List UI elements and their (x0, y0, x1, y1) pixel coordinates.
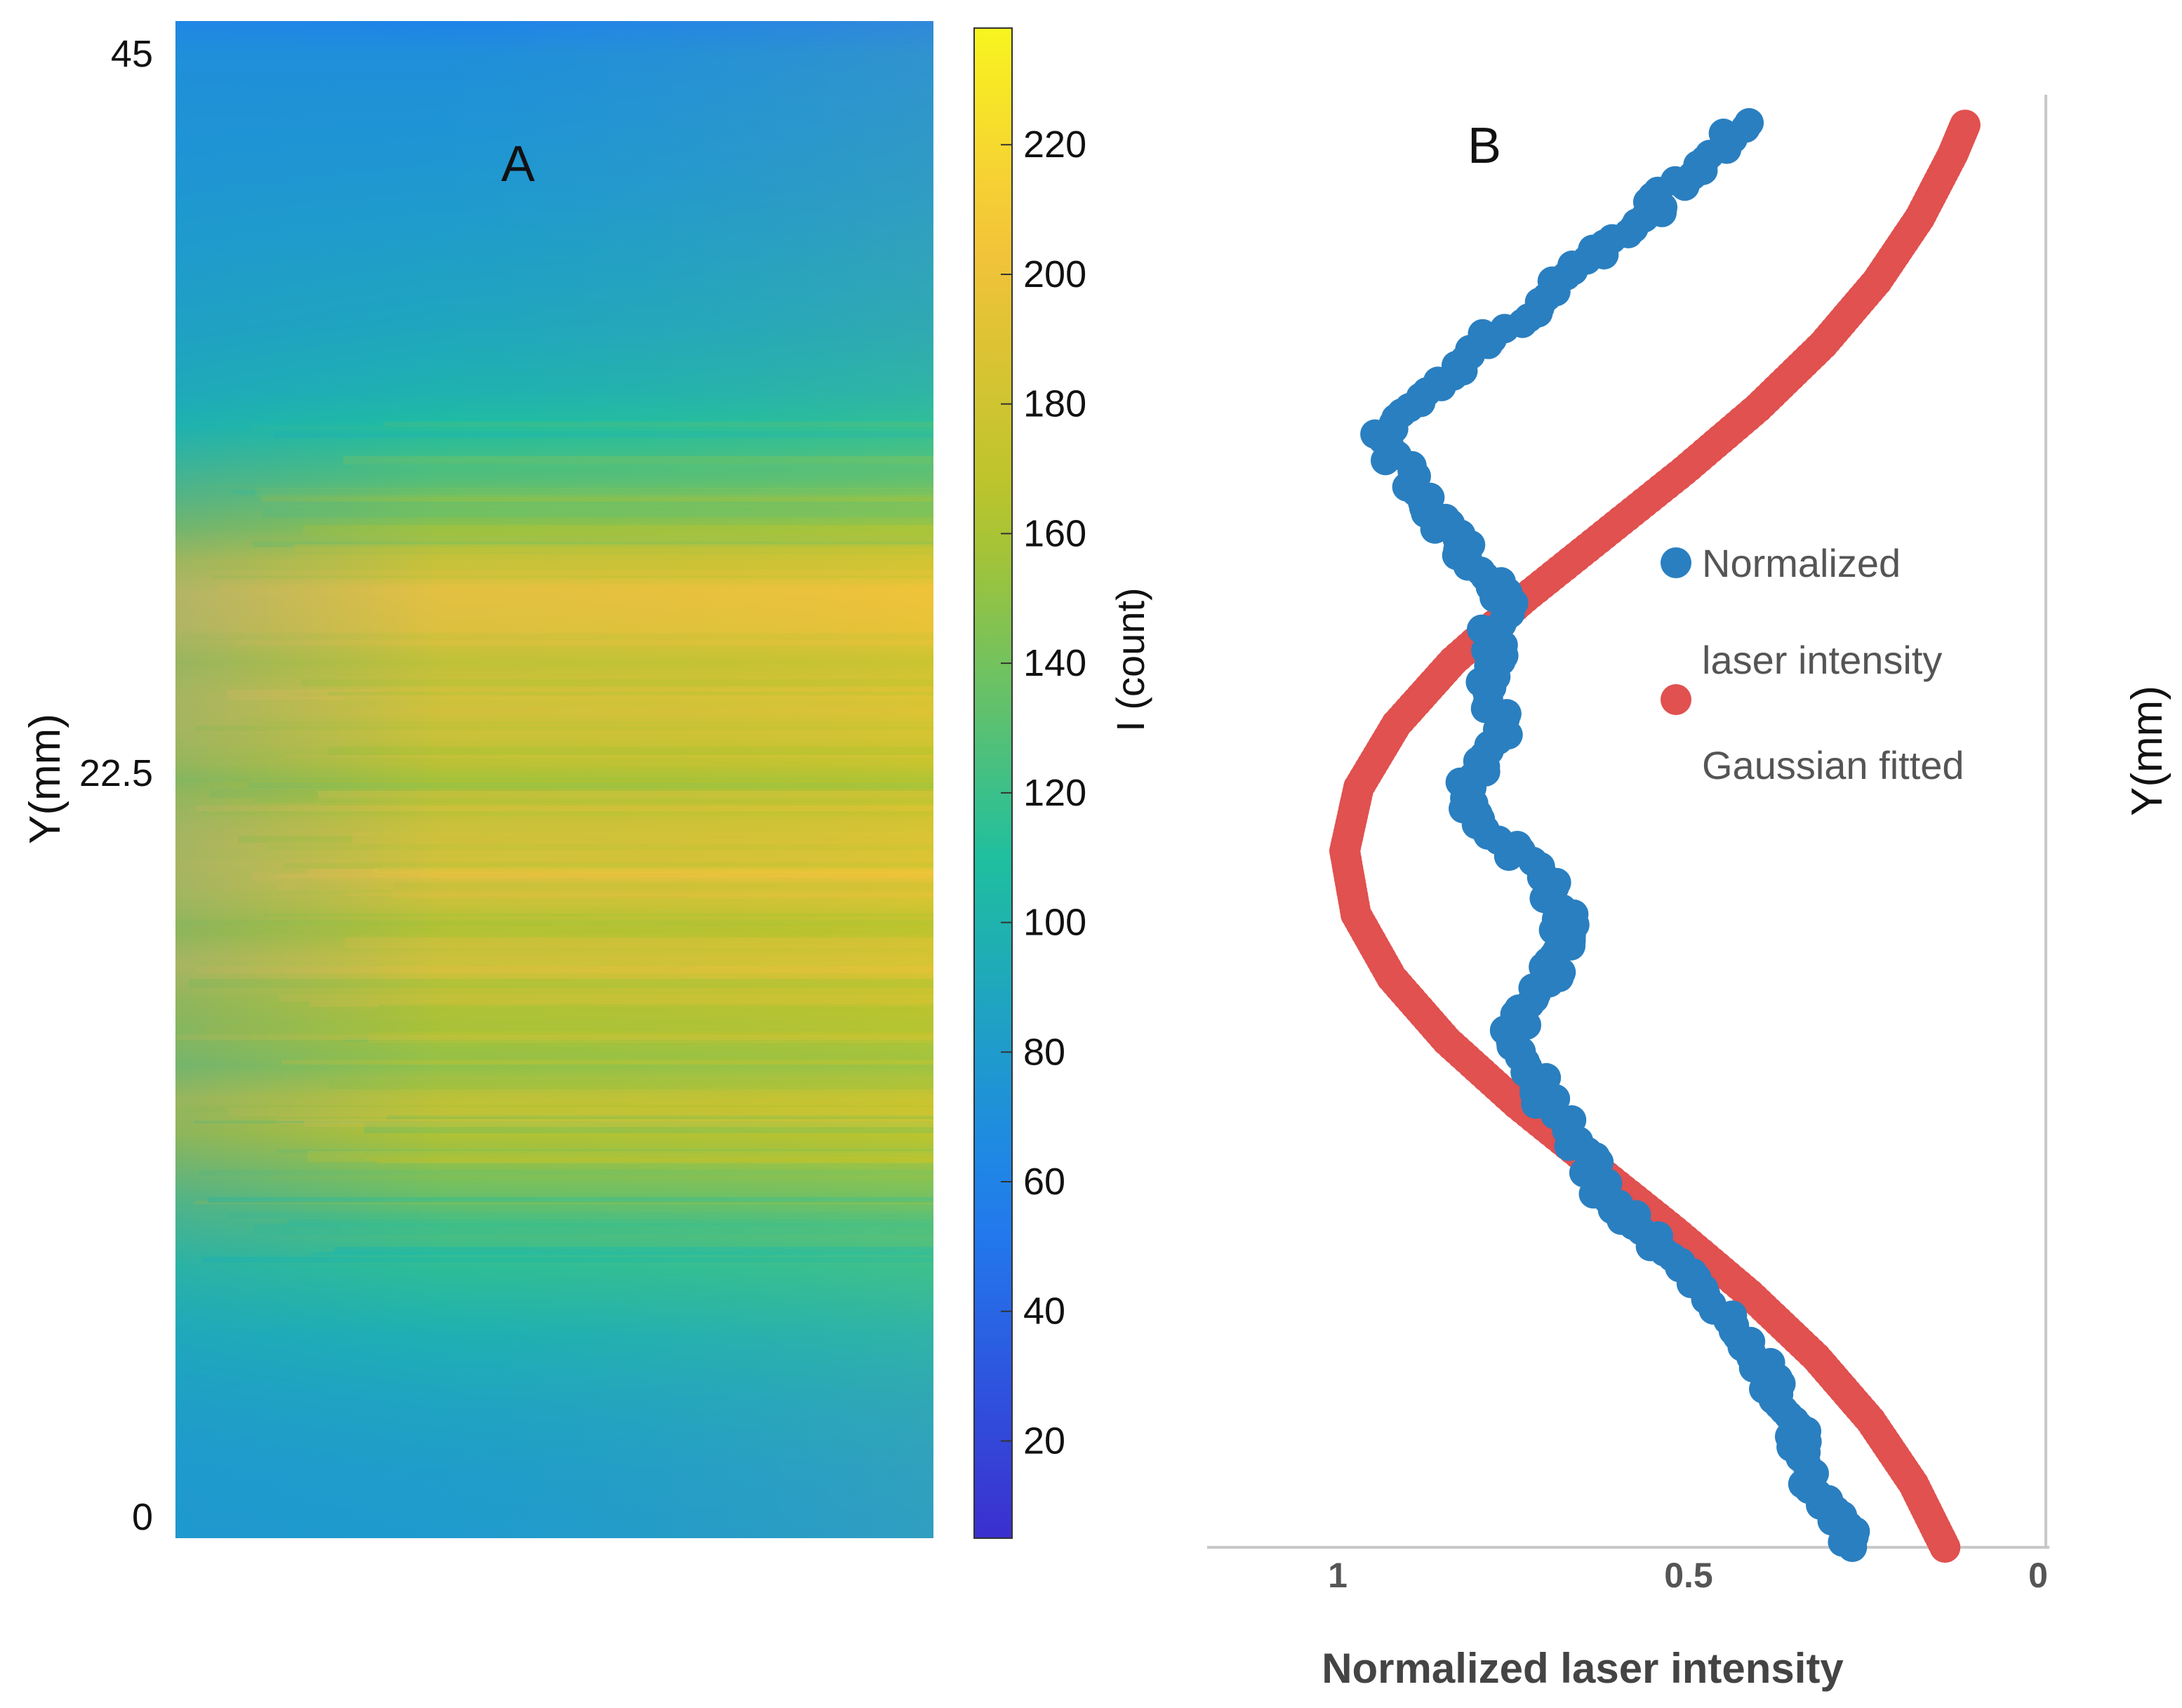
colorbar-ticks: 220 200 180 160 140 120 100 80 60 40 20 (1001, 124, 1086, 1462)
colorbar-tick-label: 100 (1023, 902, 1086, 944)
series-gaussian-fitted (1329, 109, 1981, 1563)
colorbar-tick-label: 220 (1023, 124, 1086, 166)
colorbar-tick-label: 60 (1023, 1161, 1065, 1203)
legend-label-normalized-line2: laser intensity (1702, 638, 1942, 682)
panel-a-ytick-0: 0 (132, 1496, 153, 1538)
panel-b-ylabel: Y(mm) (2123, 686, 2171, 816)
panel-a-y-ticks: 45 22.5 0 (79, 33, 153, 1538)
panel-b-x-ticks: 1 0.5 0 (1328, 1556, 2048, 1595)
panel-b-xlabel: Normalized laser intensity (1322, 1645, 1844, 1692)
panel-b-xtick-1: 1 (1328, 1556, 1348, 1595)
legend-label-gaussian: Gaussian fitted (1702, 743, 1964, 787)
colorbar-tick-label: 120 (1023, 772, 1086, 814)
panel-a-letter: A (501, 136, 535, 192)
legend-label-normalized-line1: Normalized (1702, 541, 1901, 585)
legend-marker-normalized (1661, 547, 1691, 578)
colorbar-tick-label: 80 (1023, 1031, 1065, 1073)
gaussian-fitted-point (1949, 109, 1981, 141)
panel-b-letter: B (1468, 118, 1501, 174)
panel-a-ytick-22-5: 22.5 (79, 752, 153, 794)
series-normalized-laser-intensity (1360, 108, 1870, 1562)
legend-marker-gaussian (1661, 684, 1691, 715)
colorbar-tick-label: 180 (1023, 383, 1086, 425)
panel-b: 1 0.5 0 Normalized laser intensity Y(mm)… (1207, 95, 2171, 1692)
panel-a: 45 22.5 0 Y(mm) A 2202001801601401201008… (21, 21, 1152, 1539)
colorbar-tick-label: 40 (1023, 1290, 1065, 1333)
colorbar-tick-label: 140 (1023, 642, 1086, 684)
normalized-intensity-point (1734, 108, 1764, 138)
panel-b-xtick-0-5: 0.5 (1664, 1556, 1713, 1595)
panel-a-ylabel: Y(mm) (21, 714, 69, 844)
legend: Normalized laser intensity Gaussian fitt… (1661, 541, 1964, 787)
colorbar-tick-label: 200 (1023, 253, 1086, 295)
normalized-intensity-point (1468, 319, 1498, 349)
colorbar-tick-label: 20 (1023, 1420, 1065, 1462)
panel-a-ytick-45: 45 (111, 33, 153, 75)
heatmap-shading (175, 21, 933, 1538)
panel-b-xtick-0: 0 (2028, 1556, 2048, 1595)
colorbar-label: I (count) (1108, 587, 1152, 731)
colorbar (973, 27, 1013, 1539)
normalized-intensity-point (1708, 119, 1738, 148)
colorbar-tick-label: 160 (1023, 512, 1086, 554)
